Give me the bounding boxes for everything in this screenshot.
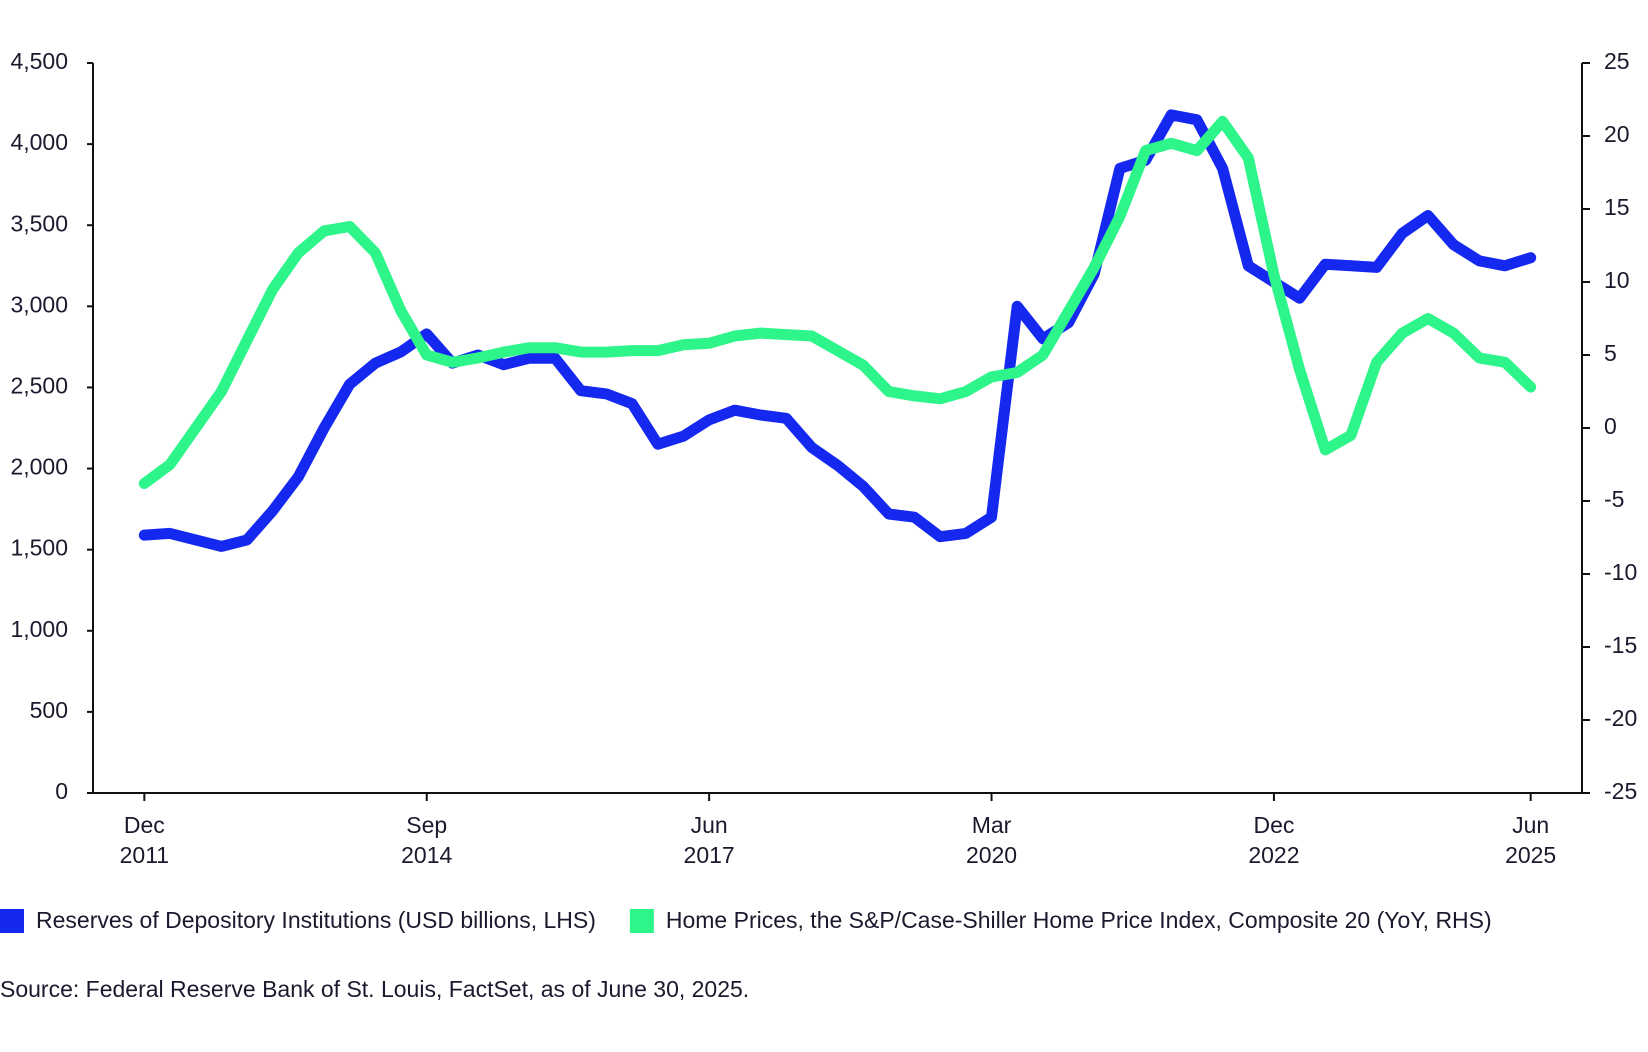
y2-tick-label: 25	[1604, 48, 1630, 74]
legend-swatch	[629, 909, 654, 933]
y-tick-label: 2,000	[10, 454, 68, 480]
y-tick-label: 2,500	[10, 373, 68, 399]
y-tick-label: 500	[30, 697, 68, 723]
y2-tick-label: 0	[1604, 413, 1617, 439]
y-tick-label: 3,000	[10, 291, 68, 317]
y2-tick-label: -15	[1604, 632, 1637, 658]
y2-tick-label: -5	[1604, 486, 1624, 512]
y2-tick-label: -10	[1604, 559, 1637, 585]
series-line	[138, 109, 1537, 552]
y2-tick-label: 10	[1604, 267, 1630, 293]
legend-swatch	[0, 909, 24, 933]
legend-label: Reserves of Depository Institutions (USD…	[36, 907, 596, 933]
x-tick-label: Jun 2025	[1505, 812, 1556, 868]
series-line	[138, 115, 1537, 489]
y-tick-label: 4,500	[10, 48, 68, 74]
y-tick-label: 1,500	[10, 535, 68, 561]
x-tick-label: Mar 2020	[966, 812, 1017, 868]
y-tick-label: 4,000	[10, 129, 68, 155]
y2-tick-label: -25	[1604, 778, 1637, 804]
y2-tick-label: 20	[1604, 121, 1630, 147]
y2-tick-label: 15	[1604, 194, 1630, 220]
y-tick-label: 1,000	[10, 616, 68, 642]
y-tick-label: 3,500	[10, 210, 68, 236]
x-tick-label: Dec 2011	[120, 812, 169, 868]
y2-tick-label: -20	[1604, 705, 1637, 731]
x-tick-label: Jun 2017	[684, 812, 735, 868]
y2-tick-label: 5	[1604, 340, 1617, 366]
x-tick-label: Dec 2022	[1248, 812, 1299, 868]
y-tick-label: 0	[55, 778, 68, 804]
legend-label: Home Prices, the S&P/Case-Shiller Home P…	[666, 907, 1492, 933]
x-tick-label: Sep 2014	[401, 812, 452, 868]
source: Source: Federal Reserve Bank of St. Loui…	[0, 976, 749, 1002]
